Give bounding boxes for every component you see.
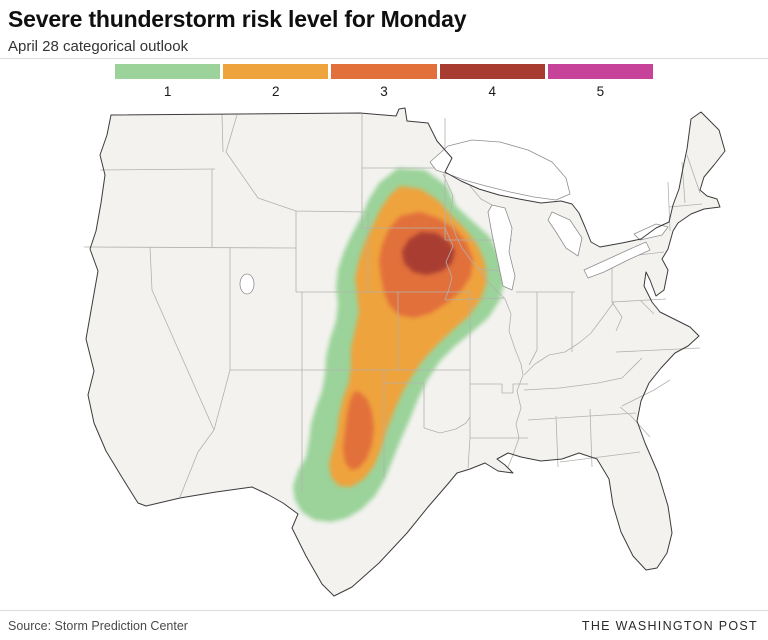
legend-label-5: 5 [596,84,605,99]
risk-area-level-3-south [343,391,374,470]
state-borders [83,113,703,498]
risk-legend: 1 2 3 4 5 [115,64,654,99]
legend-swatch-4 [439,64,545,79]
us-outline [85,107,726,597]
legend-swatch-5 [547,64,654,79]
legend-label-3: 3 [380,84,388,99]
lake-superior [429,139,571,201]
header-divider [0,58,768,59]
lake-huron [547,211,583,257]
legend-label-2: 2 [272,84,280,99]
legend-swatch-3 [331,64,437,79]
page-subtitle: April 28 categorical outlook [8,38,189,55]
footer-divider [0,610,768,611]
legend-level-3: 3 [331,64,437,99]
legend-level-1: 1 [115,64,221,99]
legend-level-2: 2 [223,64,329,99]
risk-area-level-4 [402,232,455,275]
legend-level-5: 5 [547,64,654,99]
page-title: Severe thunderstorm risk level for Monda… [8,6,467,32]
legend-swatch-1 [115,64,221,79]
lake-erie [583,241,651,279]
great-salt-lake [239,273,255,295]
lake-michigan [487,204,516,291]
publisher-attribution: THE WASHINGTON POST [581,619,758,633]
legend-label-1: 1 [163,84,172,99]
legend-swatch-2 [223,64,329,79]
legend-label-4: 4 [488,84,496,99]
source-credit: Source: Storm Prediction Center [8,619,188,633]
legend-level-4: 4 [439,64,545,99]
